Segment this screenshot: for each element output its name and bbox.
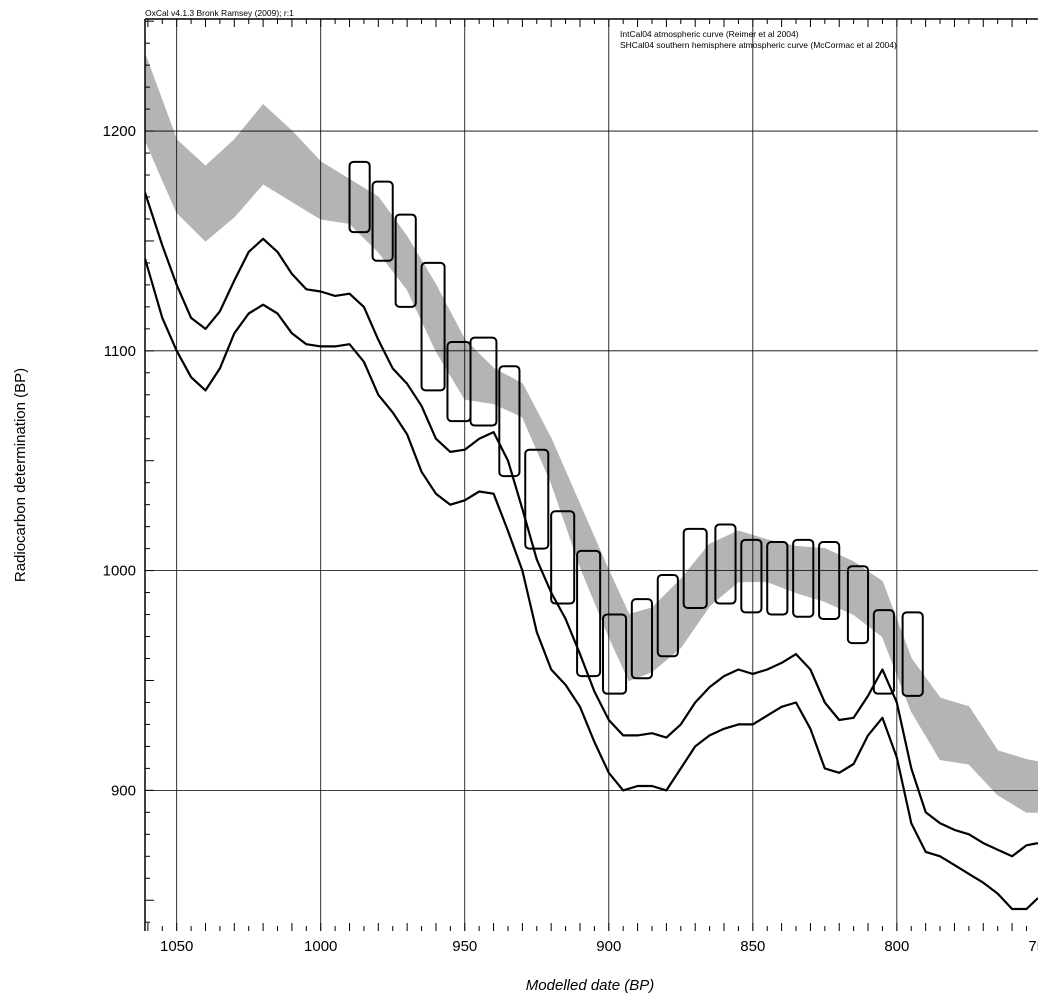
- y-tick-label: 900: [111, 782, 136, 799]
- x-tick-labels: 1050 1000 950 900 850 800 750: [160, 938, 1038, 955]
- sample-box: [766, 541, 789, 616]
- y-tick-label: 1100: [104, 343, 136, 360]
- sample-box: [602, 613, 628, 695]
- sample-box: [682, 527, 708, 609]
- sample-boxes-layer: [348, 160, 924, 697]
- x-tick-label: 900: [596, 938, 621, 955]
- sample-box: [348, 160, 371, 234]
- shcal-lines-layer: [145, 192, 1038, 911]
- x-tick-label: 850: [740, 938, 765, 955]
- x-tick-label: 1050: [160, 938, 193, 955]
- y-tick-label: 1000: [103, 563, 136, 580]
- sample-box: [740, 538, 763, 614]
- legend-entry-shcal04: SHCal04 southern hemisphere atmospheric …: [620, 40, 897, 50]
- sample-box: [630, 598, 653, 680]
- shcal04-lower-line: [145, 258, 1038, 911]
- sample-box: [792, 538, 815, 618]
- y-tick-label: 1200: [103, 123, 136, 140]
- sample-box: [656, 573, 679, 658]
- gridlines: [145, 19, 1038, 931]
- sample-box: [420, 261, 446, 392]
- x-tick-label: 1000: [304, 938, 337, 955]
- x-axis-title: Modelled date (BP): [526, 977, 654, 994]
- shcal04-upper-line: [145, 192, 1038, 858]
- sample-box: [846, 565, 870, 645]
- y-tick-labels: 1200 1100 1000 900: [103, 123, 136, 799]
- sample-box: [498, 365, 521, 478]
- x-tick-label: 950: [452, 938, 477, 955]
- x-tick-label: 750: [1028, 938, 1038, 955]
- x-tick-label: 800: [884, 938, 909, 955]
- axes: [144, 18, 1038, 931]
- sample-box: [371, 180, 394, 262]
- sample-box: [394, 213, 417, 308]
- sample-box: [714, 523, 737, 605]
- sample-box: [872, 609, 895, 695]
- sample-box: [524, 448, 550, 550]
- credit-text: OxCal v4.1.3 Bronk Ramsey (2009); r:1: [145, 8, 294, 18]
- sample-box: [576, 549, 602, 678]
- sample-box: [901, 611, 924, 697]
- sample-box: [818, 541, 841, 620]
- sample-box: [469, 336, 498, 427]
- legend-entry-intcal04: IntCal04 atmospheric curve (Reimer et al…: [620, 29, 799, 39]
- sample-box: [550, 510, 576, 605]
- y-axis-title: Radiocarbon determination (BP): [12, 368, 29, 582]
